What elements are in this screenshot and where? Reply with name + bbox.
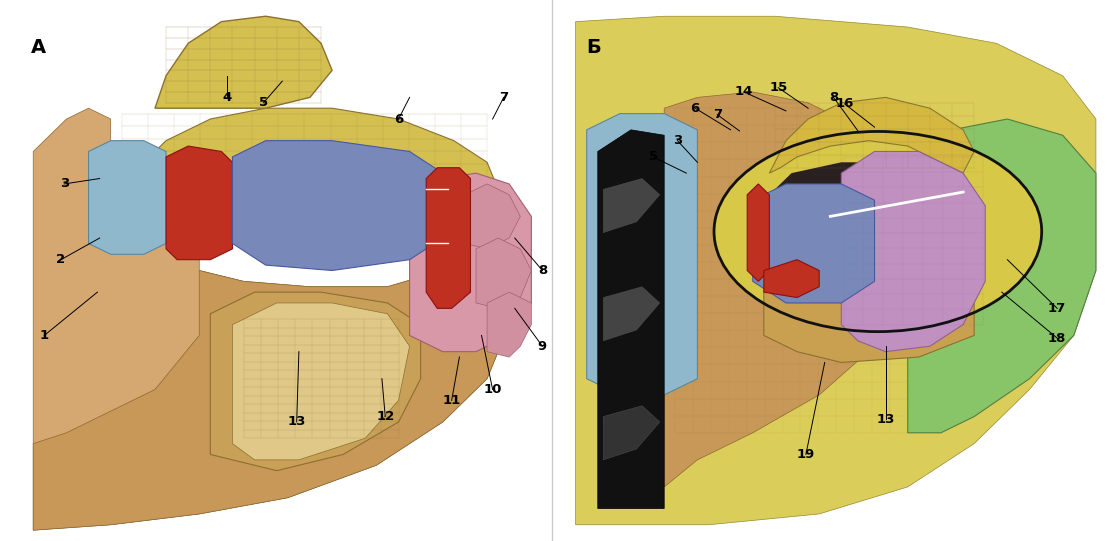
Polygon shape xyxy=(22,11,548,530)
Polygon shape xyxy=(232,303,410,460)
Polygon shape xyxy=(603,287,660,341)
Text: 13: 13 xyxy=(877,413,894,426)
Text: 18: 18 xyxy=(1048,332,1066,345)
Text: 8: 8 xyxy=(829,91,838,104)
Polygon shape xyxy=(908,119,1096,433)
Polygon shape xyxy=(576,16,1096,525)
Polygon shape xyxy=(111,108,498,238)
Polygon shape xyxy=(764,260,819,298)
Polygon shape xyxy=(232,141,443,270)
Polygon shape xyxy=(664,92,919,487)
Polygon shape xyxy=(598,130,664,509)
Polygon shape xyxy=(89,141,166,254)
Text: 5: 5 xyxy=(259,96,268,109)
Text: 17: 17 xyxy=(1048,302,1066,315)
Polygon shape xyxy=(33,108,509,530)
Text: Б: Б xyxy=(587,38,601,57)
Polygon shape xyxy=(487,292,531,357)
Polygon shape xyxy=(166,146,232,260)
Polygon shape xyxy=(33,243,509,530)
Polygon shape xyxy=(841,151,985,352)
Text: 12: 12 xyxy=(376,410,394,423)
Text: 5: 5 xyxy=(649,150,658,163)
Polygon shape xyxy=(476,238,531,308)
Polygon shape xyxy=(753,184,875,303)
Text: 6: 6 xyxy=(394,113,403,126)
Text: 3: 3 xyxy=(673,134,682,147)
Polygon shape xyxy=(465,184,520,249)
Text: 13: 13 xyxy=(288,415,306,428)
Polygon shape xyxy=(603,179,660,233)
Text: 6: 6 xyxy=(691,102,700,115)
Text: 3: 3 xyxy=(60,177,69,190)
Text: 15: 15 xyxy=(769,81,787,94)
Polygon shape xyxy=(155,16,332,108)
Polygon shape xyxy=(764,260,974,362)
Text: 16: 16 xyxy=(836,97,853,110)
Text: 7: 7 xyxy=(499,91,508,104)
Text: 4: 4 xyxy=(223,91,231,104)
Text: 14: 14 xyxy=(735,85,753,98)
Text: 19: 19 xyxy=(797,448,815,461)
Text: 1: 1 xyxy=(40,329,49,342)
Polygon shape xyxy=(747,184,769,281)
Ellipse shape xyxy=(714,131,1042,332)
Polygon shape xyxy=(410,173,531,352)
Polygon shape xyxy=(210,292,421,471)
Text: 9: 9 xyxy=(538,340,547,353)
Text: 2: 2 xyxy=(56,253,65,266)
Polygon shape xyxy=(426,168,470,308)
Text: А: А xyxy=(31,38,46,57)
Polygon shape xyxy=(769,97,974,173)
Polygon shape xyxy=(603,406,660,460)
Text: 11: 11 xyxy=(443,394,461,407)
Text: 7: 7 xyxy=(713,108,722,121)
Text: 8: 8 xyxy=(538,264,547,277)
Polygon shape xyxy=(769,162,969,346)
Text: 10: 10 xyxy=(484,383,501,396)
Polygon shape xyxy=(554,11,1101,530)
Polygon shape xyxy=(587,114,697,395)
